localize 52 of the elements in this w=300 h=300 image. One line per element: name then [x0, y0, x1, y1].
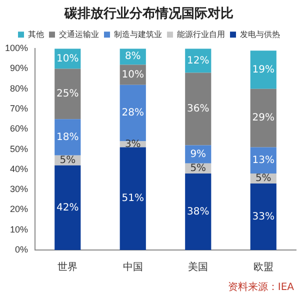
data-label: 8%: [124, 51, 141, 62]
data-label: 18%: [56, 132, 79, 143]
data-label: 5%: [190, 163, 206, 174]
data-label: 28%: [122, 108, 144, 119]
text: 资料来源：IEA: [228, 280, 294, 294]
y-tick-label: 70%: [10, 104, 28, 114]
data-label: 9%: [190, 148, 206, 160]
y-tick-label: 10%: [10, 224, 28, 234]
chart-title: 碳排放行业分布情况国际对比: [64, 5, 234, 20]
data-label: 38%: [187, 206, 210, 218]
data-label: 33%: [252, 211, 274, 222]
x-tick-label: 世界: [58, 260, 78, 273]
data-label: 36%: [187, 104, 210, 115]
x-tick-label: 中国: [122, 260, 143, 273]
bar: [250, 184, 276, 250]
y-tick-label: 40%: [10, 164, 28, 174]
x-tick-label: 欧盟: [253, 260, 274, 273]
y-tick-label: 20%: [10, 204, 28, 214]
y-tick-label: 0%: [15, 244, 28, 254]
data-label: 12%: [187, 55, 210, 66]
y-tick-label: 90%: [10, 63, 28, 74]
legend-label: 制造与建筑业: [114, 30, 162, 39]
bar: [185, 173, 212, 250]
data-label: 5%: [60, 154, 76, 166]
data-label: 25%: [56, 88, 79, 100]
bar: [250, 50, 276, 89]
legend-label: 其他: [28, 30, 44, 39]
bar: [54, 119, 81, 156]
y-tick-label: 80%: [10, 83, 28, 94]
data-label: 19%: [252, 64, 274, 76]
data-label: 10%: [56, 53, 79, 64]
y-tick-label: 50%: [10, 144, 28, 154]
bar: [250, 88, 276, 148]
data-label: 3%: [124, 138, 141, 150]
bar: [54, 165, 81, 250]
bar: [120, 84, 146, 142]
bar: [120, 147, 146, 250]
y-tick-label: 100%: [4, 43, 28, 54]
x-tick-label: 美国: [188, 260, 208, 273]
legend-label: 能源行业自用: [177, 30, 225, 39]
legend-label: 交通运输业: [59, 30, 99, 39]
bar: [54, 68, 81, 120]
y-tick-label: 30%: [10, 184, 28, 194]
bar: [185, 72, 212, 146]
y-tick-label: 60%: [10, 124, 28, 134]
data-label: 29%: [252, 112, 274, 124]
data-label: 51%: [122, 193, 144, 204]
data-label: 10%: [122, 69, 144, 80]
data-label: 13%: [252, 154, 274, 166]
data-label: 42%: [56, 202, 79, 214]
data-label: 5%: [255, 173, 272, 184]
legend-label: 发电与供热: [240, 30, 280, 39]
